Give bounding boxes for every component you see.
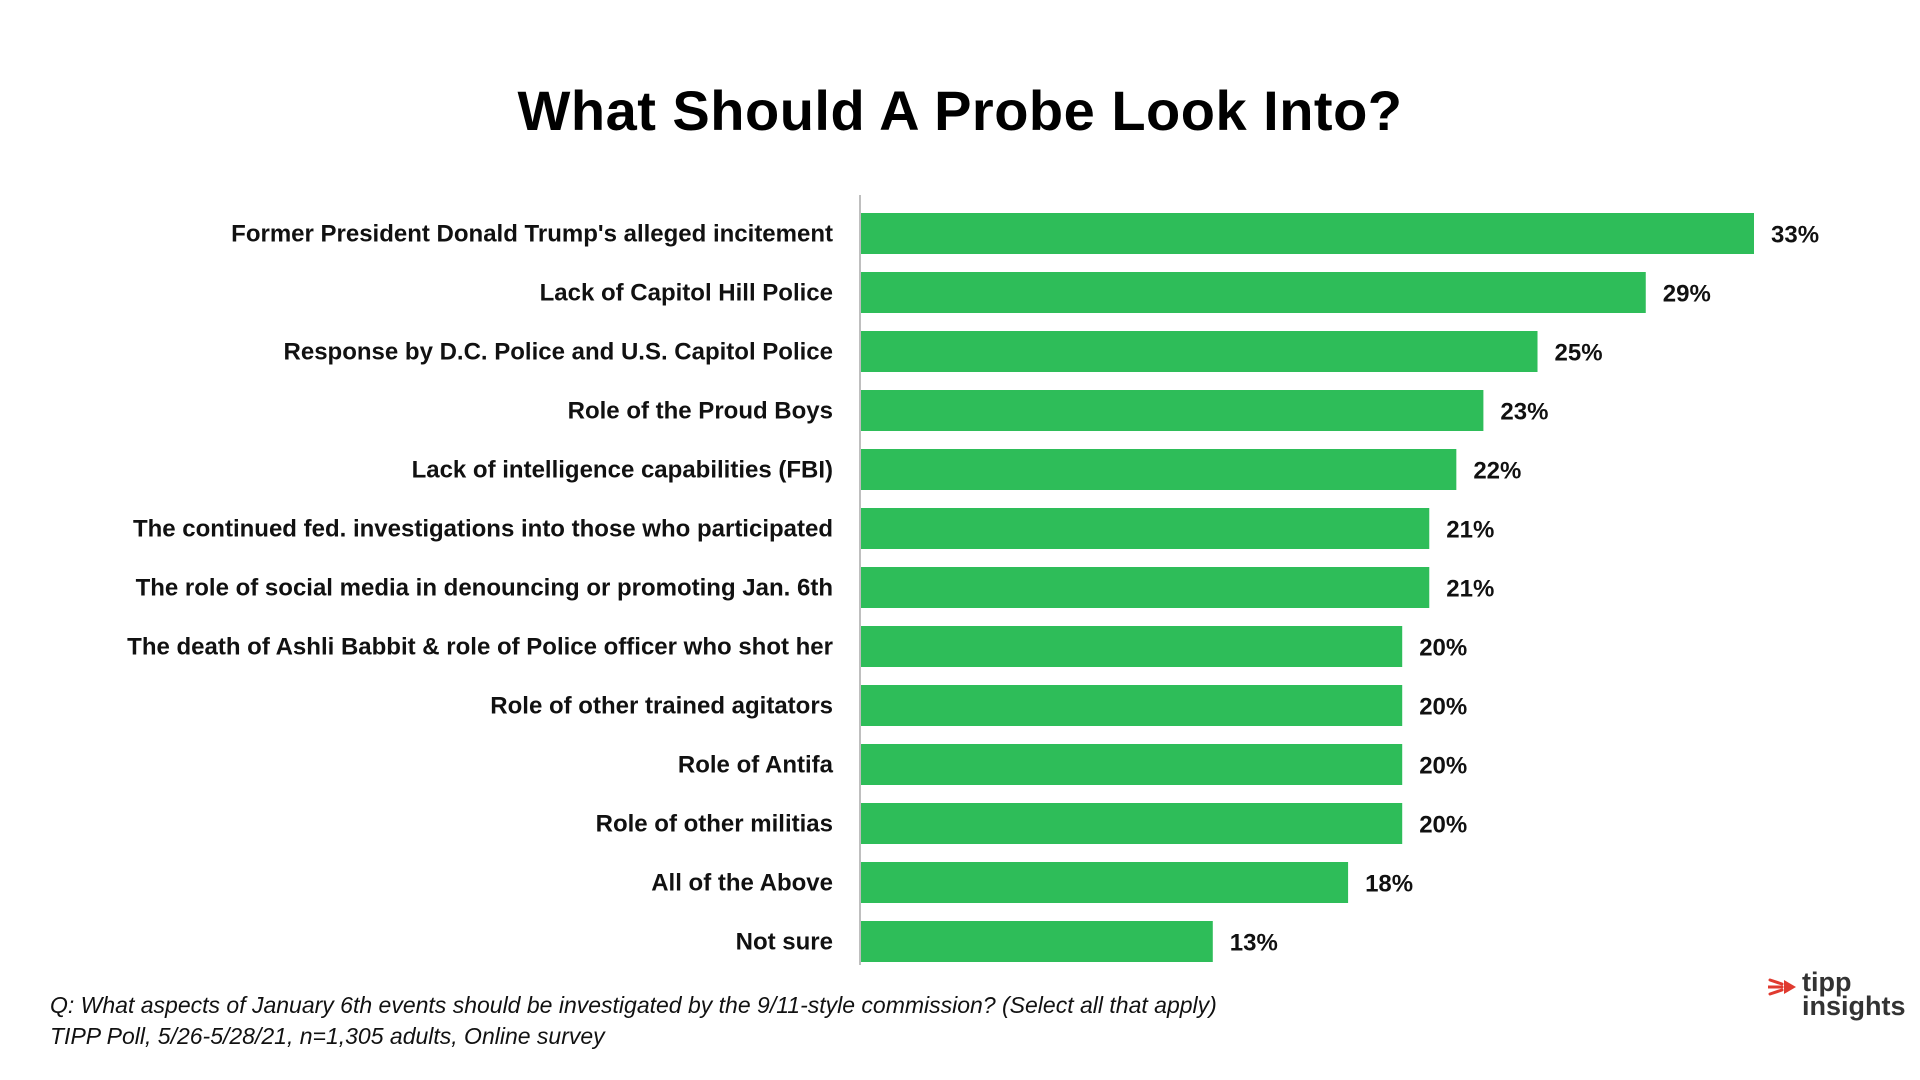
bars-group: Former President Donald Trump's alleged … xyxy=(127,213,1819,962)
category-label: Role of Antifa xyxy=(678,752,834,779)
survey-question: Q: What aspects of January 6th events sh… xyxy=(50,992,1217,1018)
value-label: 20% xyxy=(1419,753,1467,780)
category-label: Role of other trained agitators xyxy=(490,693,833,720)
category-label: Role of the Proud Boys xyxy=(568,398,833,425)
bar xyxy=(861,685,1403,726)
logo-line-2: insights xyxy=(1802,991,1906,1021)
category-label: Not sure xyxy=(736,929,833,956)
bar xyxy=(861,626,1403,667)
value-label: 20% xyxy=(1419,635,1467,662)
category-label: Lack of Capitol Hill Police xyxy=(540,280,833,307)
value-label: 18% xyxy=(1365,871,1413,898)
value-label: 23% xyxy=(1500,399,1548,426)
chart-title: What Should A Probe Look Into? xyxy=(517,79,1403,142)
bar xyxy=(861,803,1403,844)
logo-burst-icon xyxy=(1768,978,1796,996)
footnote: Q: What aspects of January 6th events sh… xyxy=(50,990,1217,1052)
bar xyxy=(861,213,1754,254)
value-label: 21% xyxy=(1446,517,1494,544)
bar xyxy=(861,331,1538,372)
bar xyxy=(861,272,1646,313)
category-label: The continued fed. investigations into t… xyxy=(133,516,833,543)
bar xyxy=(861,921,1213,962)
category-label: Lack of intelligence capabilities (FBI) xyxy=(412,457,833,484)
bar xyxy=(861,449,1457,490)
logo-burst-arrow xyxy=(1784,980,1796,994)
logo-text: tipp insights xyxy=(1802,967,1906,1021)
category-label: Role of other militias xyxy=(596,811,833,838)
tipp-insights-logo: tipp insights xyxy=(1768,967,1908,1030)
category-label: The death of Ashli Babbit & role of Poli… xyxy=(127,634,833,661)
bar xyxy=(861,567,1430,608)
value-label: 13% xyxy=(1230,930,1278,957)
survey-source: TIPP Poll, 5/26-5/28/21, n=1,305 adults,… xyxy=(50,1023,605,1049)
value-label: 25% xyxy=(1555,340,1603,367)
category-label: Former President Donald Trump's alleged … xyxy=(231,221,833,248)
logo-line-1: tipp xyxy=(1802,967,1852,997)
category-label: All of the Above xyxy=(651,870,833,897)
value-label: 22% xyxy=(1473,458,1521,485)
category-label: The role of social media in denouncing o… xyxy=(136,575,833,602)
value-label: 29% xyxy=(1663,281,1711,308)
value-label: 20% xyxy=(1419,812,1467,839)
bar xyxy=(861,390,1484,431)
value-label: 20% xyxy=(1419,694,1467,721)
category-label: Response by D.C. Police and U.S. Capitol… xyxy=(284,339,833,366)
value-label: 33% xyxy=(1771,222,1819,249)
value-label: 21% xyxy=(1446,576,1494,603)
logo-burst-line xyxy=(1768,988,1784,996)
bar xyxy=(861,862,1349,903)
bar xyxy=(861,508,1430,549)
logo-burst-line xyxy=(1768,978,1784,986)
logo-burst-lines xyxy=(1768,978,1796,996)
bar xyxy=(861,744,1403,785)
